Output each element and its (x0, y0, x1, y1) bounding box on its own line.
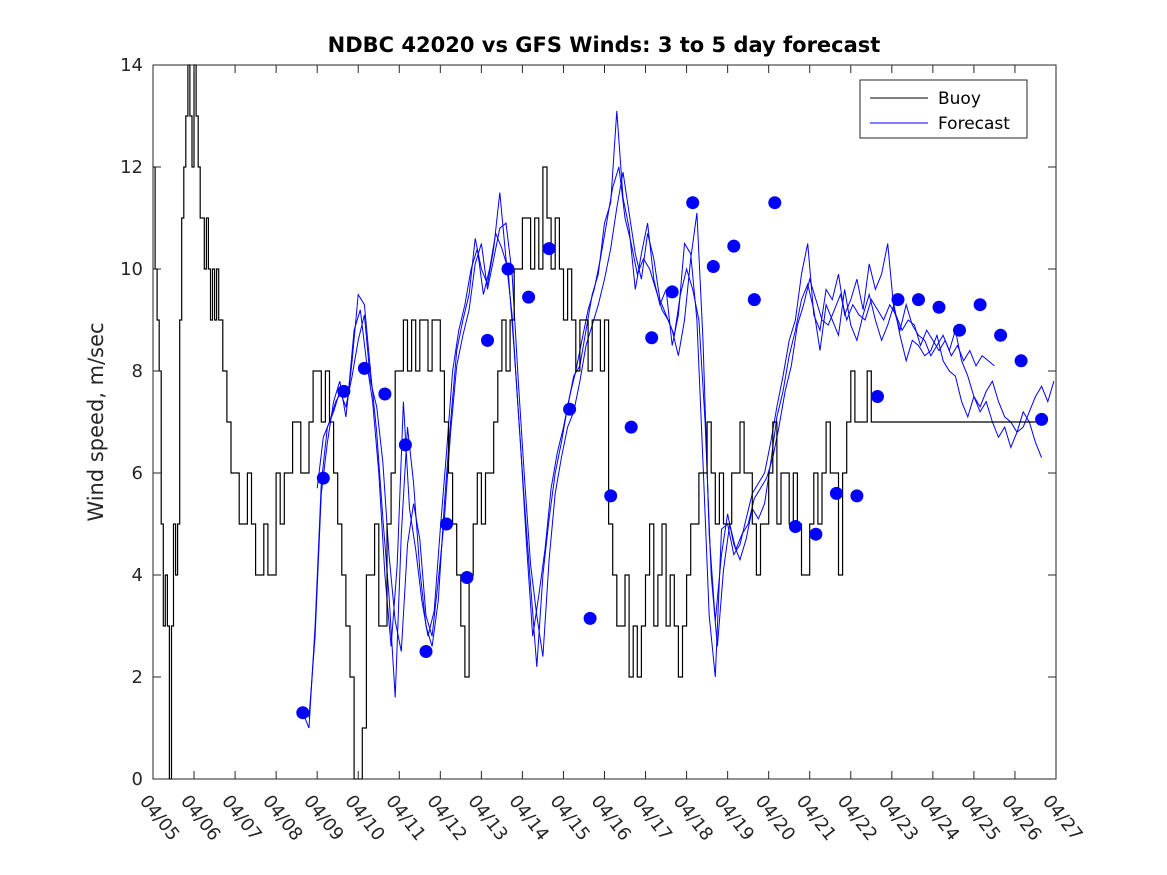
y-tick-label: 12 (120, 157, 143, 178)
forecast-point (357, 361, 371, 375)
forecast-point (378, 387, 392, 401)
forecast-point (604, 489, 618, 503)
y-tick-label: 10 (120, 259, 143, 280)
y-tick-label: 4 (132, 565, 143, 586)
forecast-point (542, 242, 556, 256)
forecast-series-line (302, 172, 1055, 729)
forecast-point (747, 293, 761, 307)
buoy-series-line (153, 64, 1036, 780)
forecast-point (645, 331, 659, 345)
forecast-point (932, 300, 946, 314)
forecast-point (809, 527, 823, 541)
forecast-point (296, 706, 310, 720)
forecast-point (768, 196, 782, 210)
chart-title: NDBC 42020 vs GFS Winds: 3 to 5 day fore… (328, 33, 881, 57)
y-tick-label: 6 (132, 463, 143, 484)
forecast-point (337, 384, 351, 398)
forecast-point (419, 645, 433, 658)
forecast-markers (296, 196, 1049, 720)
forecast-point (891, 293, 905, 307)
forecast-point (522, 290, 536, 304)
forecast-point (686, 196, 700, 210)
buoy-line (153, 64, 1036, 780)
forecast-point (481, 333, 494, 347)
forecast-point (727, 239, 741, 253)
forecast-point (994, 328, 1008, 342)
y-tick-label: 8 (132, 361, 143, 382)
forecast-point (829, 486, 843, 500)
y-tick-label: 14 (120, 55, 143, 76)
forecast-point (563, 402, 577, 416)
forecast-point (1014, 354, 1028, 368)
forecast-point (665, 285, 679, 299)
forecast-point (316, 471, 330, 485)
forecast-point (460, 571, 474, 584)
forecast-point (850, 489, 864, 503)
y-tick-label: 0 (132, 769, 143, 790)
legend-box (859, 79, 1028, 139)
legend-label-forecast: Forecast (938, 114, 1010, 134)
y-tick-label: 2 (132, 667, 143, 688)
forecast-point (583, 611, 597, 625)
y-axis-label: Wind speed, m/sec (84, 322, 108, 521)
legend: Buoy Forecast (859, 79, 1028, 139)
forecast-point (706, 260, 720, 273)
forecast-point (624, 420, 638, 434)
forecast-point (1035, 412, 1049, 426)
legend-label-buoy: Buoy (938, 89, 981, 109)
forecast-point (912, 293, 925, 307)
y-axis: 0 2 4 6 8 10 12 14 (120, 55, 1056, 790)
forecast-point (973, 298, 987, 312)
forecast-point (440, 517, 453, 531)
forecast-point (953, 323, 966, 337)
forecast-lines (302, 110, 1055, 729)
forecast-point (788, 520, 802, 533)
forecast-point (871, 390, 884, 403)
forecast-point (398, 438, 412, 452)
forecast-point (501, 262, 515, 276)
forecast-series-line (316, 166, 995, 647)
